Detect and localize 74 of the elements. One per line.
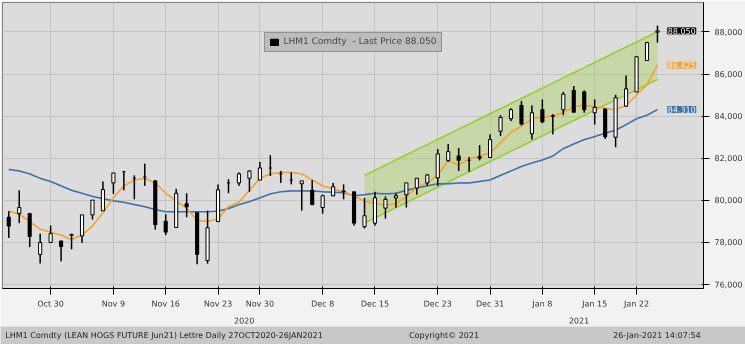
x-tick-label: Dec 8 (311, 300, 334, 308)
x-tick-label: Oct 30 (37, 300, 64, 308)
candlestick (436, 148, 440, 187)
candlestick (59, 240, 64, 262)
candlestick (90, 199, 95, 220)
candlestick (362, 197, 367, 230)
candlestick (425, 173, 430, 187)
candlestick (519, 100, 524, 126)
candlestick (530, 104, 534, 140)
candlestick (404, 182, 408, 208)
text: 86.425 (668, 61, 696, 70)
candlestick (624, 74, 628, 108)
candlestick (414, 177, 419, 196)
candlestick (236, 172, 242, 187)
candlestick (28, 212, 32, 248)
y-tick-label: 86,000 (714, 70, 742, 79)
candlestick (320, 194, 325, 214)
candlestick (80, 214, 84, 244)
x-tick-label: Jan 22 (623, 300, 650, 308)
text: 2021 (568, 316, 590, 326)
y-tick-label: 78,000 (714, 238, 742, 248)
candlestick (69, 232, 74, 250)
candlestick (331, 182, 336, 198)
candlestick (478, 144, 482, 162)
y-tick-label: 80,000 (714, 196, 742, 206)
x-tick-label: Nov 23 (204, 300, 232, 308)
x-tick-label: Dec 31 (476, 300, 504, 308)
x-tick-label: Dec 15 (360, 300, 390, 308)
candlestick (38, 232, 42, 264)
candlestick (184, 192, 189, 218)
text: LHM1 Comdty (LEAN HOGS FUTURE Jun21) Lettre Daily 27OCT2020-26JAN2021 (5, 331, 323, 340)
candlestick (498, 114, 503, 137)
x-tick-label: Nov 30 (246, 300, 274, 308)
candlestick (550, 113, 555, 136)
text: 88.050 (668, 26, 696, 36)
candlestick (592, 98, 597, 126)
line-series (8, 108, 658, 213)
y-tick-label: 82,000 (714, 154, 742, 164)
text: 26-Jan-2021 14:07:54 (613, 331, 701, 340)
x-tick-label: Nov 9 (102, 300, 126, 308)
candlestick (111, 172, 116, 195)
text: Copyright© 2021 (409, 331, 480, 340)
candlestick (342, 184, 346, 200)
candlestick (164, 214, 168, 236)
candlestick (644, 41, 650, 62)
legend-label: LHM1 Comdty - Last Price 88.050 (283, 37, 437, 47)
candlestick (582, 90, 586, 114)
candlestick (258, 161, 262, 181)
y-tick-label: 88,000 (714, 28, 742, 37)
text: 2020 (234, 316, 254, 326)
candlestick (300, 180, 304, 212)
candlestick (17, 190, 22, 224)
x-tick-label: Dec 23 (424, 300, 452, 308)
x-tick-label: Jan 15 (581, 300, 608, 308)
candlestick (655, 24, 660, 44)
candlestick (508, 108, 514, 122)
candlestick (100, 180, 106, 212)
candlestick (6, 210, 11, 239)
candlestick (48, 224, 53, 244)
x-tick-label: Nov 16 (152, 300, 180, 308)
candlestick (456, 147, 461, 172)
candlestick (446, 143, 450, 163)
x-tick-label: Jan 8 (531, 300, 552, 308)
text: 84.310 (668, 106, 696, 115)
y-tick-label: 84,000 (714, 112, 742, 122)
candlestick (394, 192, 398, 208)
candlestick (572, 85, 576, 114)
candlestick (310, 179, 314, 206)
candlestick (540, 98, 544, 124)
candlestick (383, 196, 388, 220)
candlestick (488, 134, 492, 158)
y-tick-label: 76,000 (714, 280, 742, 290)
candlestick (561, 91, 566, 116)
candlestick (247, 169, 252, 193)
